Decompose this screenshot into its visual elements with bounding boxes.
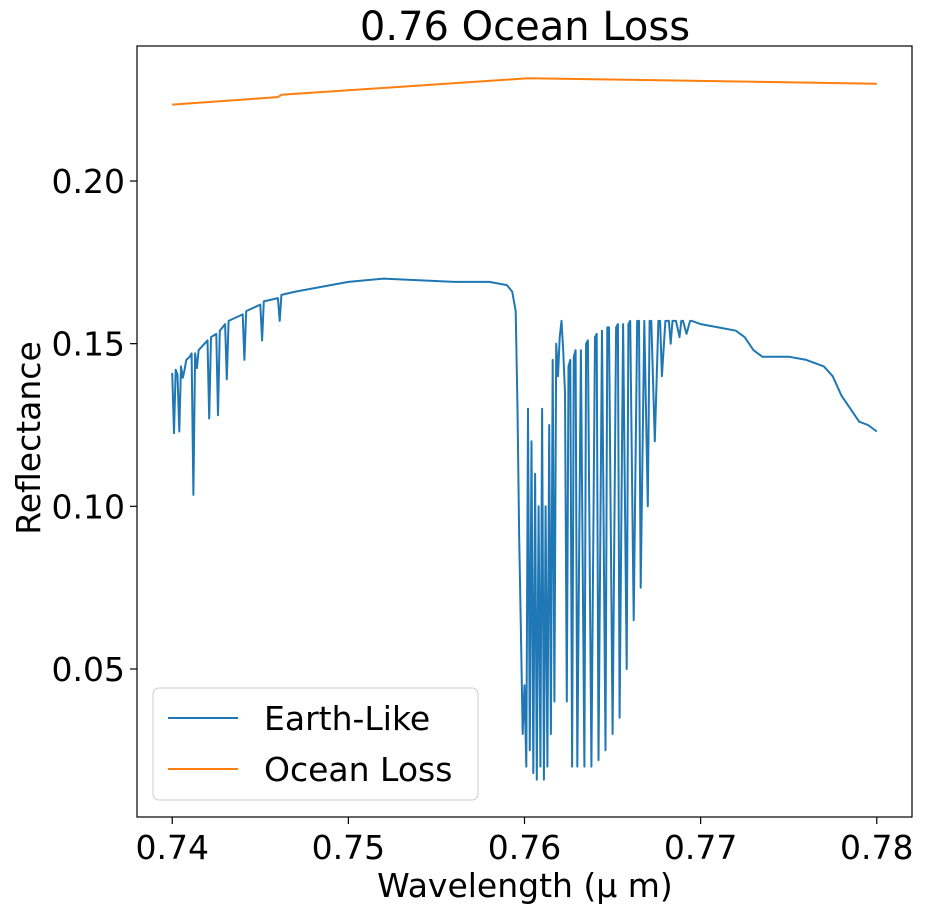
y-axis-label: Reflectance [9,341,48,535]
x-tick-label: 0.74 [135,828,208,867]
y-tick-label: 0.15 [52,325,125,364]
x-axis-label: Wavelength (μ m) [377,866,673,905]
x-tick-label: 0.76 [488,828,561,867]
y-tick-label: 0.20 [52,162,125,201]
y-tick-label: 0.10 [52,487,125,526]
x-tick-label: 0.75 [312,828,385,867]
legend-label-ocean-loss: Ocean Loss [264,750,452,789]
series-line-ocean-loss [172,77,877,106]
x-tick-label: 0.77 [664,828,737,867]
legend-box [152,687,479,801]
series-line-earth-like [171,277,878,781]
y-axis: 0.05 0.10 0.15 0.20 [52,162,137,689]
chart-title: 0.76 Ocean Loss [360,4,690,50]
legend-label-earth-like: Earth-Like [264,699,430,738]
y-tick-label: 0.05 [52,650,125,689]
series-layer [171,77,878,781]
legend: Earth-Like Ocean Loss [152,687,479,801]
x-tick-label: 0.78 [840,828,913,867]
x-axis: 0.74 0.75 0.76 0.77 0.78 [135,817,914,867]
